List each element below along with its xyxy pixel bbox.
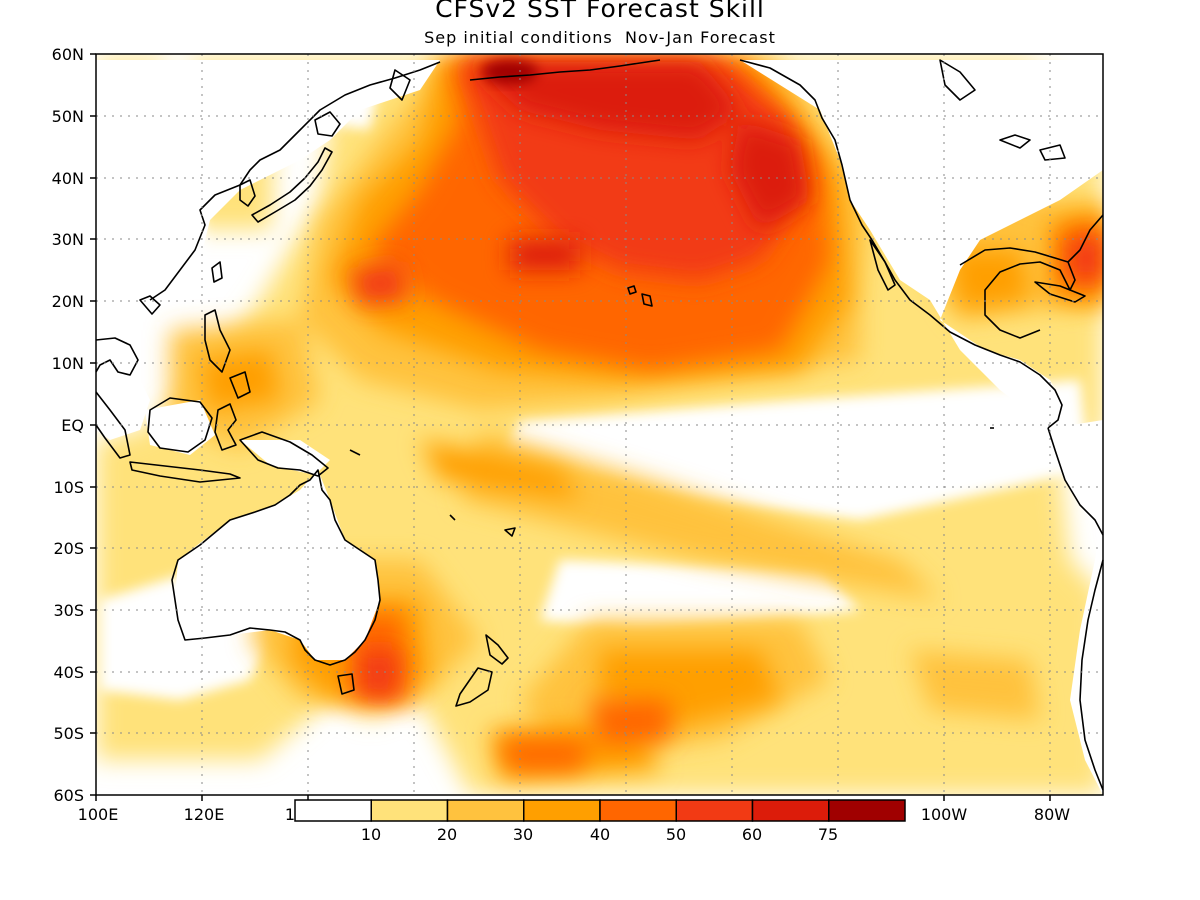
lat-label: 20S — [53, 539, 84, 558]
lon-label: 120E — [184, 805, 225, 824]
colorbar-label: 50 — [666, 825, 686, 844]
colorbar-label: 20 — [437, 825, 457, 844]
colorbar-swatch — [675, 799, 754, 822]
lat-label: 50N — [52, 107, 84, 126]
lon-label: 80W — [1034, 805, 1070, 824]
lon-label: 100W — [921, 805, 968, 824]
colorbar-swatch — [446, 799, 525, 822]
lat-label: EQ — [61, 416, 84, 435]
lon-label-partial: 1 — [285, 805, 295, 824]
lat-label: 20N — [52, 292, 84, 311]
colorbar-label: 60 — [742, 825, 762, 844]
lat-label: 40N — [52, 169, 84, 188]
lat-label: 10S — [53, 478, 84, 497]
colorbar-swatch — [523, 799, 601, 822]
coastlines — [95, 59, 1104, 791]
map-subtitle: Sep initial conditions Nov-Jan Forecast — [424, 28, 776, 47]
lat-label: 50S — [53, 724, 84, 743]
lat-label: 40S — [53, 663, 84, 682]
longitude-labels: 100E 120E 1 100W 80W — [78, 805, 1071, 824]
map-title: CFSv2 SST Forecast Skill — [435, 0, 765, 23]
colorbar-swatch — [370, 799, 449, 822]
colorbar-label: 10 — [361, 825, 381, 844]
colorbar-legend: 10 20 30 40 50 60 75 — [294, 799, 906, 844]
colorbar-swatch — [294, 799, 372, 822]
colorbar-swatch — [828, 799, 906, 822]
colorbar-labels: 10 20 30 40 50 60 75 — [361, 825, 838, 844]
lat-label: 10N — [52, 354, 84, 373]
colorbar-label: 75 — [818, 825, 838, 844]
skill-field — [96, 54, 1103, 795]
graticule — [96, 54, 1103, 795]
lat-label: 60S — [53, 786, 84, 805]
lat-label: 60N — [52, 45, 84, 64]
colorbar-label: 40 — [590, 825, 610, 844]
lon-label: 100E — [78, 805, 119, 824]
colorbar-swatch — [751, 799, 830, 822]
latitude-labels: 60N 50N 40N 30N 20N 10N EQ 10S 20S 30S 4… — [52, 45, 84, 805]
lat-label: 30S — [53, 601, 84, 620]
lat-label: 30N — [52, 230, 84, 249]
colorbar-swatch — [599, 799, 677, 822]
colorbar-label: 30 — [513, 825, 533, 844]
